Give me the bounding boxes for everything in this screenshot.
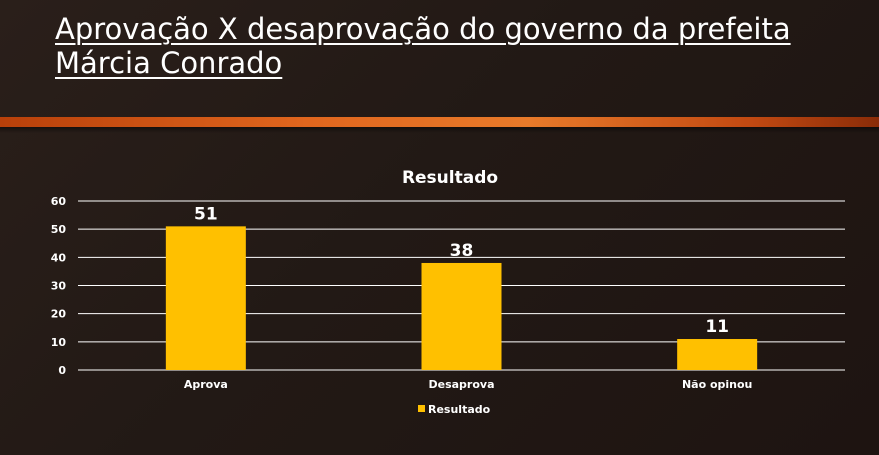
bar (165, 226, 246, 370)
data-labels: 51 38 11 (194, 204, 729, 337)
legend: Resultado (418, 403, 491, 416)
accent-bar (0, 117, 879, 127)
data-label: 51 (194, 204, 218, 224)
x-axis-tick-labels: Aprova Desaprova Não opinou (184, 378, 753, 391)
y-tick-label: 60 (51, 195, 67, 208)
legend-label: Resultado (428, 403, 491, 416)
bar (421, 262, 502, 370)
data-label: 11 (705, 317, 729, 337)
legend-swatch (418, 405, 425, 412)
x-tick-label: Desaprova (428, 378, 494, 391)
accent-bar-shadow (0, 127, 879, 133)
y-tick-label: 10 (51, 336, 67, 349)
x-tick-label: Aprova (184, 378, 228, 391)
bar (677, 339, 758, 370)
chart-title: Resultado (402, 168, 498, 188)
y-tick-label: 0 (58, 364, 66, 377)
y-tick-label: 50 (51, 223, 67, 236)
data-label: 38 (450, 241, 474, 261)
y-tick-label: 30 (51, 280, 67, 293)
y-axis-tick-labels: 0 10 20 30 40 50 60 (51, 195, 67, 377)
x-tick-label: Não opinou (682, 378, 752, 391)
y-tick-label: 20 (51, 308, 67, 321)
slide-title: Aprovação X desaprovação do governo da p… (55, 12, 791, 80)
y-tick-label: 40 (51, 251, 67, 264)
bars (165, 226, 758, 370)
